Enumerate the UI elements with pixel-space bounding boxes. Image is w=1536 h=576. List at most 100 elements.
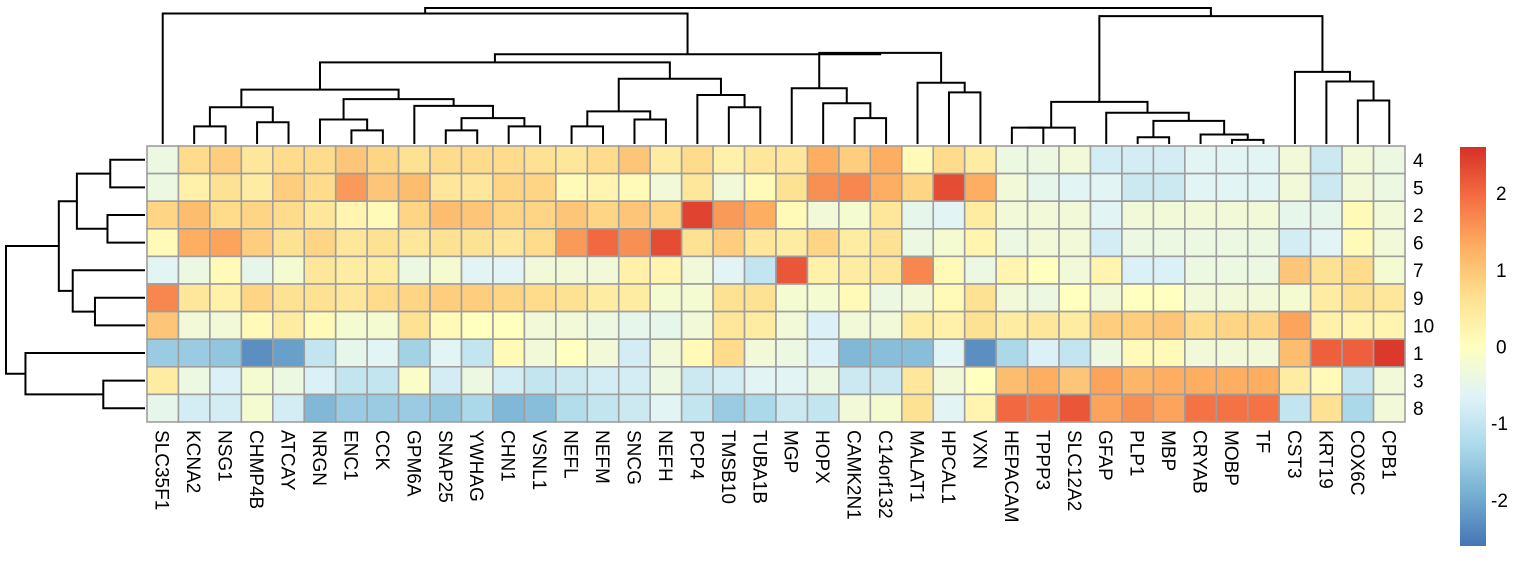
heatmap-cell [1309,310,1343,341]
heatmap-cell [523,172,557,203]
heatmap-cell [334,145,368,175]
dendrogram-branch [93,296,145,327]
heatmap-cell [240,145,274,175]
heatmap-cell [617,393,652,423]
heatmap-cell [649,145,683,175]
heatmap-cell [271,145,306,175]
dendrogram-branch [853,117,888,144]
heatmap-cell [1278,365,1312,396]
column-label: ATCAY [277,430,298,491]
heatmap-cell [1152,255,1186,285]
heatmap-cell [492,393,526,423]
row-label: 4 [1413,151,1424,172]
heatmap-cell [1372,283,1406,313]
colorbar-tick-label: 0 [1496,338,1507,359]
dendrogram-branch [1325,80,1375,144]
heatmap-cell [1278,310,1312,341]
heatmap-cell [303,338,337,368]
heatmap-cell [869,310,903,341]
heatmap-cell [806,393,840,423]
heatmap-cell [586,310,620,341]
heatmap-cell [649,393,683,423]
heatmap-cell [523,283,557,313]
heatmap-cell [649,228,683,258]
heatmap-cell [838,172,872,203]
heatmap-cell [397,283,431,313]
heatmap-cell [1058,393,1092,423]
heatmap-cell [366,255,400,285]
heatmap-cell [146,365,180,396]
heatmap-cell [177,365,211,396]
heatmap-cell [555,200,589,230]
heatmap-cell [1246,145,1281,175]
heatmap-cell [1278,228,1312,258]
heatmap-cell [460,255,494,285]
heatmap-cell [240,365,274,396]
heatmap-cell [1372,145,1406,175]
column-label: NSG1 [214,430,235,482]
row-label: 9 [1413,289,1424,310]
column-label: PLP1 [1126,430,1147,476]
heatmap-cell [1026,228,1060,258]
heatmap-cell [334,283,368,313]
heatmap-cell [303,200,337,230]
column-label: MBP [1157,430,1178,471]
colorbar-tick-label: -2 [1491,491,1508,512]
heatmap-cell [271,310,306,341]
heatmap-cell [617,338,652,368]
heatmap-cell [429,365,463,396]
heatmap-cell [775,145,809,175]
heatmap-cell [460,393,494,423]
heatmap-cell [1152,338,1186,368]
heatmap-cell [303,393,337,423]
heatmap-cell [1246,228,1281,258]
heatmap-cell [1184,393,1218,423]
heatmap-cell [1089,200,1123,230]
heatmap-cell [649,365,683,396]
heatmap-cell [712,365,746,396]
heatmap-cell [838,365,872,396]
heatmap-cell [995,200,1029,230]
heatmap-cell [869,393,903,423]
heatmap-cell [1026,338,1060,368]
heatmap-cell [963,365,997,396]
heatmap-cell [177,172,211,203]
heatmap-cell [555,365,589,396]
heatmap-cell [397,145,431,175]
column-label: PCP4 [685,430,706,480]
heatmap-cell [712,200,746,230]
heatmap-cell [712,228,746,258]
heatmap-cell [334,338,368,368]
heatmap-cell [743,255,777,285]
heatmap-cell [680,310,714,341]
heatmap-cell [869,255,903,285]
heatmap-cell [1058,200,1092,230]
heatmap-cell [900,365,935,396]
heatmap-cell [460,310,494,341]
column-label: HOPX [811,430,832,484]
column-label: VSNL1 [528,430,549,490]
heatmap-cell [209,228,243,258]
heatmap-cell [806,310,840,341]
heatmap-cell [429,228,463,258]
heatmap-cell [963,338,997,368]
dendrogram-branch [444,129,479,144]
heatmap-cell [397,172,431,203]
heatmap-cell [1121,145,1155,175]
heatmap-cell [334,172,368,203]
heatmap-cell [1215,255,1249,285]
heatmap-cell [146,283,180,313]
heatmap-cell [869,365,903,396]
heatmap-cell [1152,365,1186,396]
heatmap-cell [586,145,620,175]
column-dendrogram [161,7,1391,144]
heatmap-cell [932,200,966,230]
heatmap-cell [869,228,903,258]
dendrogram-branch [460,117,526,131]
heatmap-cell [240,255,274,285]
dendrogram-branch [1105,111,1190,144]
heatmap-cell [523,365,557,396]
heatmap-cell [806,228,840,258]
heatmap-cell [1058,365,1092,396]
heatmap-cell [838,228,872,258]
